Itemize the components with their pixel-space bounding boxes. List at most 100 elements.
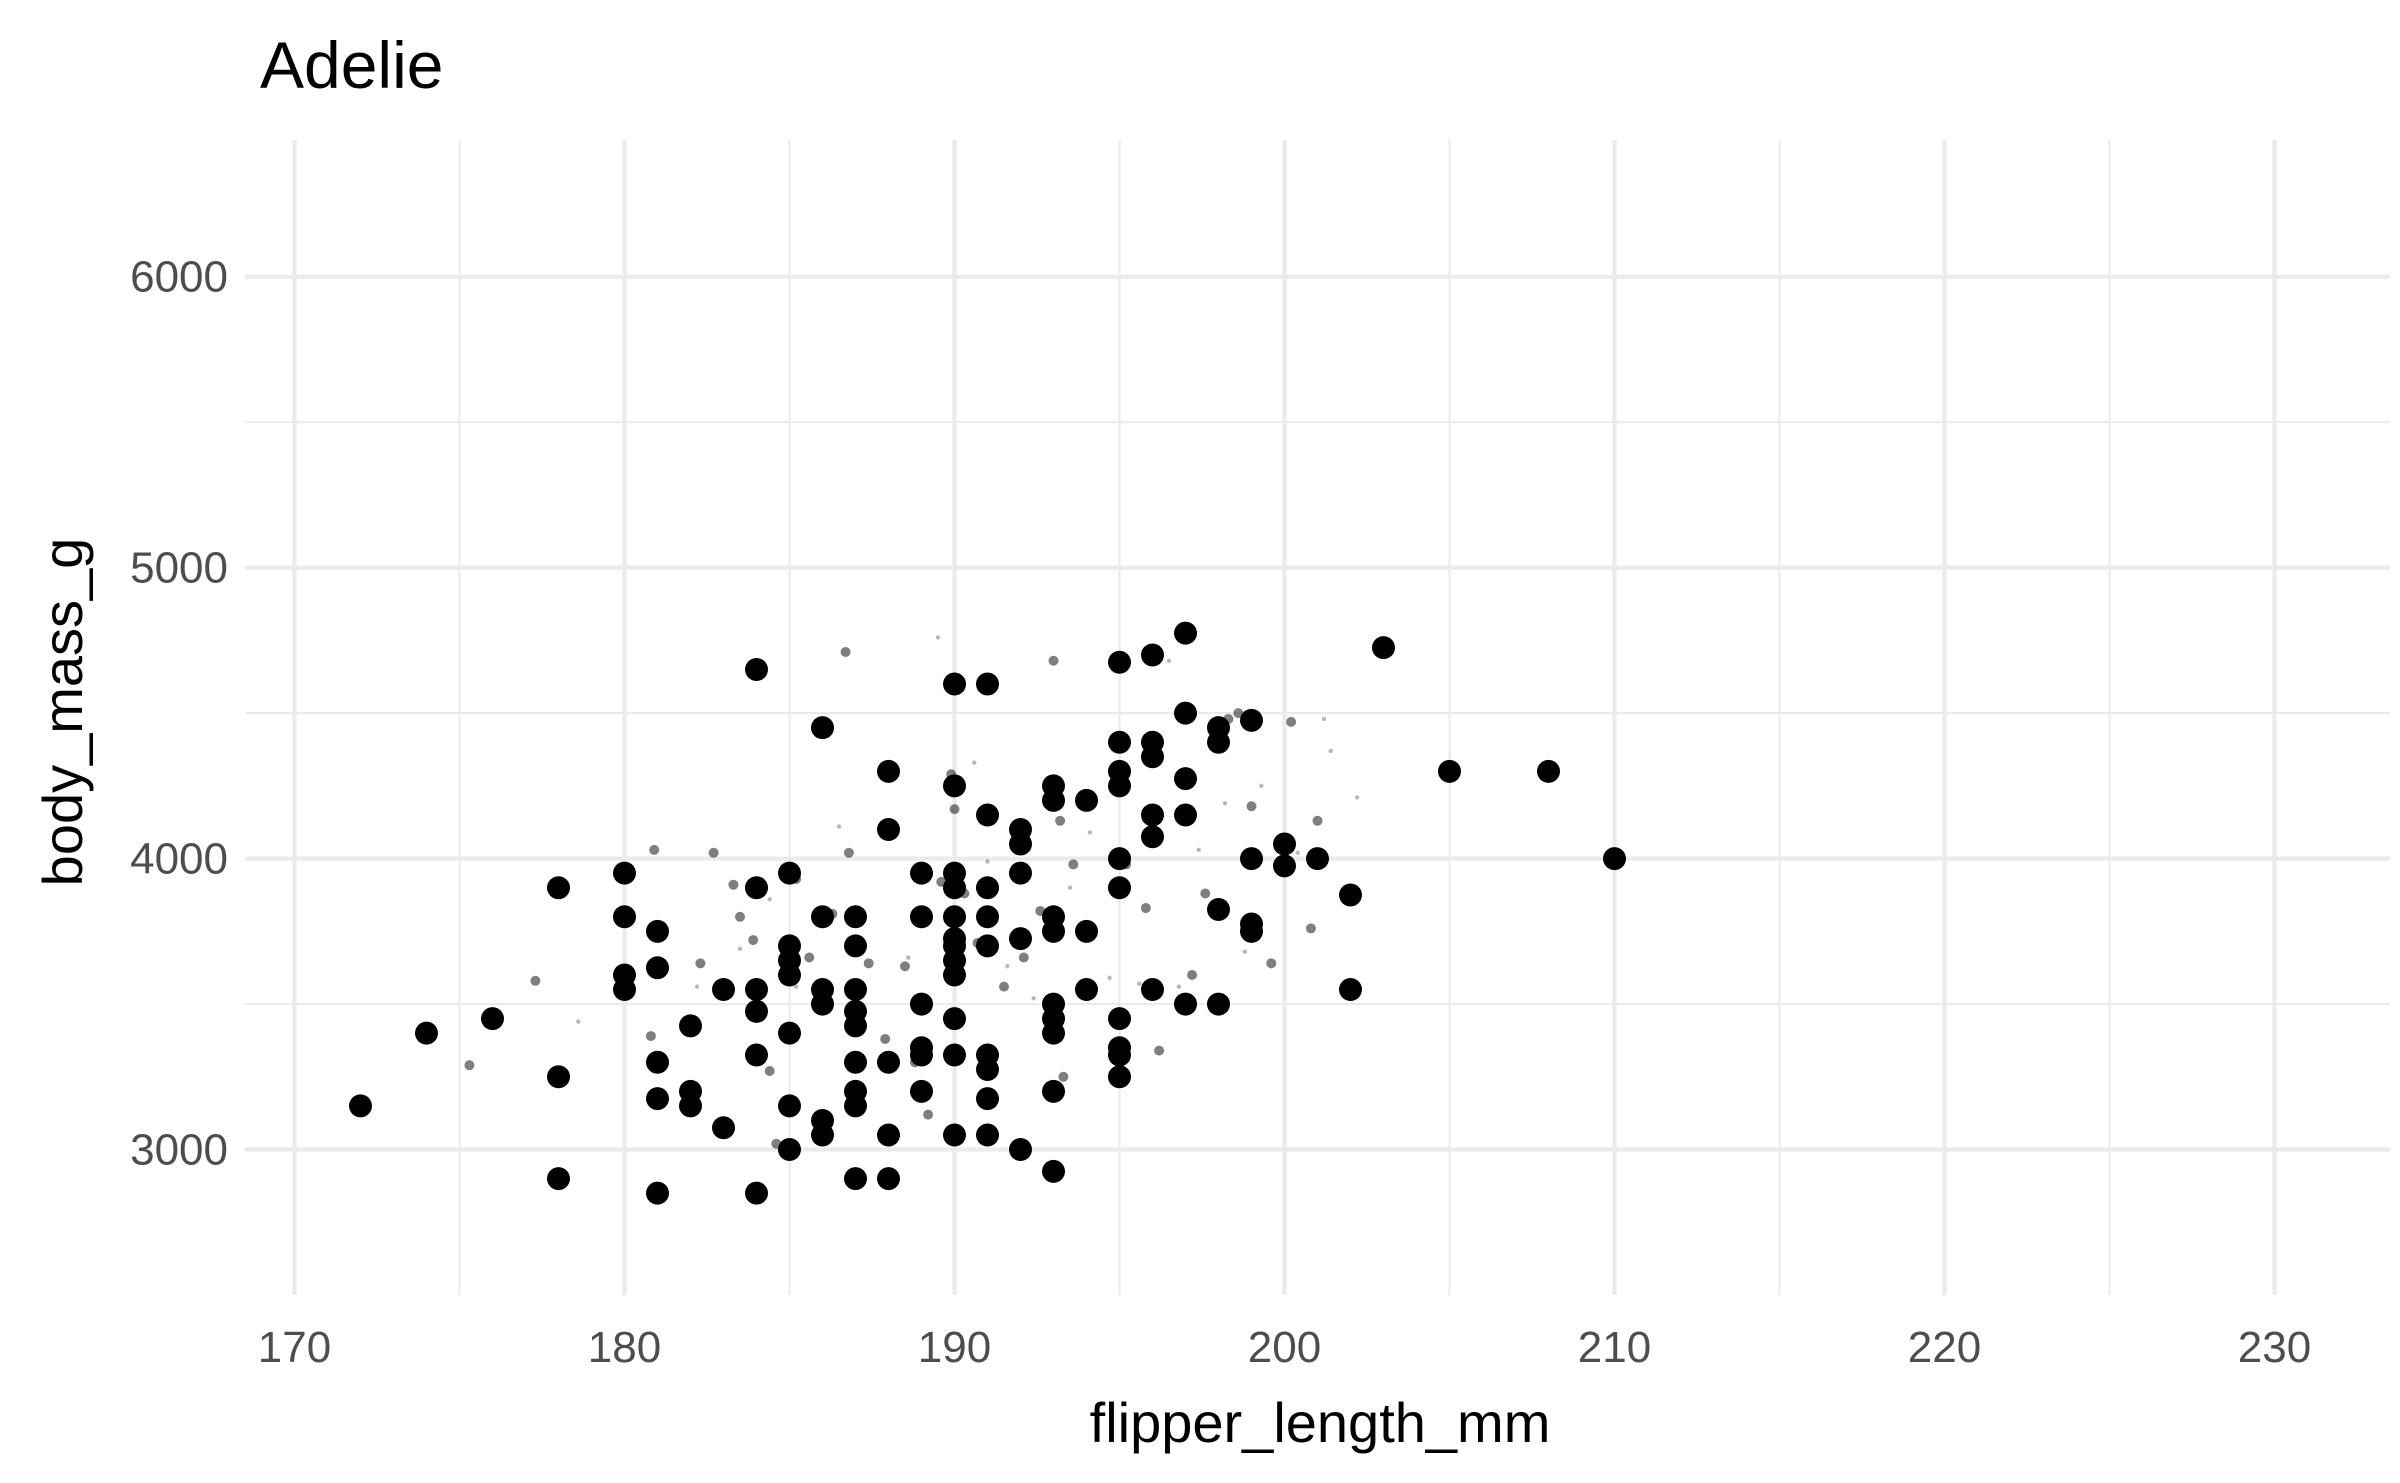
scatter-point bbox=[1042, 1021, 1065, 1045]
scatter-point bbox=[1306, 847, 1329, 871]
scatter-point bbox=[1207, 898, 1230, 922]
scatter-point bbox=[1075, 919, 1098, 943]
scatter-point bbox=[737, 946, 743, 951]
scatter-point bbox=[349, 1094, 372, 1118]
scatter-point bbox=[764, 1065, 775, 1076]
scatter-point bbox=[1207, 992, 1230, 1016]
scatter-point bbox=[1354, 795, 1360, 800]
scatter-point bbox=[811, 716, 834, 740]
x-tick-label: 170 bbox=[258, 1323, 331, 1372]
scatter-point bbox=[976, 876, 999, 900]
scatter-point bbox=[943, 672, 966, 696]
scatter-point bbox=[943, 905, 966, 929]
minor-gridlines bbox=[245, 140, 2390, 1295]
scatter-point bbox=[728, 879, 739, 890]
scatter-point bbox=[943, 1123, 966, 1147]
scatter-point bbox=[547, 876, 570, 900]
scatter-point bbox=[694, 984, 700, 989]
scatter-point bbox=[745, 876, 768, 900]
scatter-point bbox=[1141, 978, 1164, 1002]
scatter-point bbox=[923, 1109, 934, 1120]
scatter-point bbox=[1140, 903, 1151, 914]
scatter-point bbox=[935, 635, 941, 640]
scatter-point bbox=[745, 978, 768, 1002]
scatter-point bbox=[646, 1087, 669, 1111]
scatter-point bbox=[811, 905, 834, 929]
scatter-point bbox=[646, 1181, 669, 1205]
x-tick-label: 190 bbox=[918, 1323, 991, 1372]
scatter-point bbox=[745, 1181, 768, 1205]
scatter-point bbox=[646, 919, 669, 943]
scatter-point bbox=[1087, 830, 1093, 835]
scatter-point bbox=[1031, 996, 1036, 1001]
scatter-point bbox=[1075, 978, 1098, 1002]
x-tick-label: 220 bbox=[1908, 1323, 1981, 1372]
scatter-point bbox=[1058, 1071, 1069, 1082]
scatter-point bbox=[877, 818, 900, 842]
scatter-point bbox=[943, 774, 966, 798]
scatter-point bbox=[1107, 975, 1112, 981]
scatter-point bbox=[1018, 952, 1029, 963]
scatter-point bbox=[778, 963, 801, 987]
y-tick-label: 5000 bbox=[130, 544, 228, 593]
x-tick-label: 200 bbox=[1248, 1323, 1321, 1372]
scatter-point bbox=[844, 1050, 867, 1074]
scatter-point bbox=[880, 1033, 891, 1044]
scatter-point bbox=[1141, 643, 1164, 667]
scatter-point bbox=[1339, 978, 1362, 1002]
scatter-point bbox=[844, 905, 867, 929]
scatter-point bbox=[1240, 919, 1263, 943]
scatter-point bbox=[1005, 964, 1010, 969]
scatter-point bbox=[863, 958, 874, 969]
scatter-point bbox=[1187, 969, 1198, 980]
scatter-point bbox=[844, 1167, 867, 1191]
scatter-point bbox=[1042, 1159, 1065, 1183]
scatter-point bbox=[613, 978, 636, 1002]
scatter-point bbox=[646, 1050, 669, 1074]
y-tick-label: 6000 bbox=[130, 253, 228, 302]
scatter-point bbox=[1174, 803, 1197, 827]
scatter-point bbox=[1372, 636, 1395, 660]
scatter-point bbox=[613, 905, 636, 929]
scatter-point bbox=[1174, 992, 1197, 1016]
scatter-point bbox=[1295, 850, 1300, 855]
scatter-point bbox=[1273, 832, 1296, 856]
scatter-point bbox=[1154, 1045, 1165, 1056]
scatter-point bbox=[811, 992, 834, 1016]
scatter-point bbox=[793, 984, 799, 989]
scatter-point bbox=[1286, 716, 1297, 727]
scatter-point bbox=[840, 647, 851, 658]
scatter-point bbox=[1259, 783, 1264, 789]
scatter-point bbox=[910, 1043, 933, 1067]
scatter-point bbox=[645, 1031, 656, 1042]
scatter-point bbox=[976, 1087, 999, 1111]
scatter-point bbox=[844, 934, 867, 958]
scatter-point bbox=[745, 999, 768, 1023]
scatter-point bbox=[976, 1058, 999, 1082]
scatter-point bbox=[464, 1060, 475, 1071]
scatter-point bbox=[910, 1079, 933, 1103]
scatter-point bbox=[1108, 847, 1131, 871]
scatter-point bbox=[712, 1116, 735, 1140]
scatter-point bbox=[1196, 847, 1201, 853]
scatter-point bbox=[1603, 847, 1626, 871]
scatter-point bbox=[1339, 883, 1362, 907]
scatter-point bbox=[976, 905, 999, 929]
y-axis-tick-labels: 3000 4000 5000 6000 bbox=[130, 253, 228, 1175]
scatter-point bbox=[1068, 859, 1079, 870]
scatter-point bbox=[1042, 1079, 1065, 1103]
scatter-point bbox=[1067, 885, 1073, 890]
y-tick-label: 3000 bbox=[130, 1126, 228, 1175]
scatter-point bbox=[679, 1094, 702, 1118]
scatter-point bbox=[1266, 958, 1277, 969]
scatter-point bbox=[1042, 919, 1065, 943]
scatter-point bbox=[976, 672, 999, 696]
scatter-point bbox=[877, 1123, 900, 1147]
scatter-point bbox=[1141, 745, 1164, 769]
scatter-point bbox=[745, 1043, 768, 1067]
scatter-point bbox=[900, 961, 910, 972]
scatter-point bbox=[1233, 708, 1244, 719]
scatter-point bbox=[949, 804, 960, 815]
scatter-point bbox=[1166, 658, 1172, 663]
